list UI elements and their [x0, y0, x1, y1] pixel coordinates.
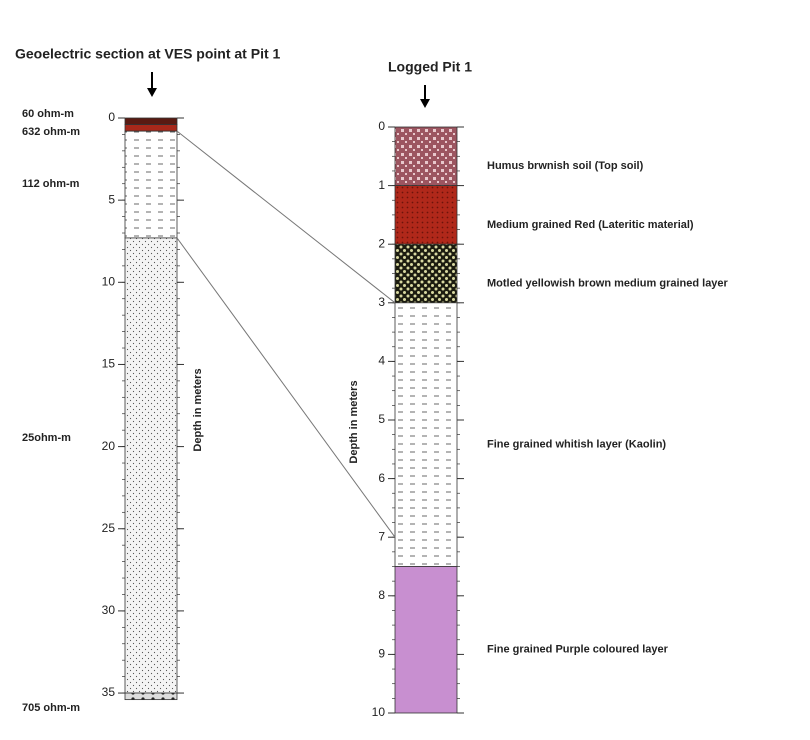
connection	[176, 237, 396, 538]
tick-label: 4	[378, 354, 385, 368]
layer-label: 60 ohm-m	[22, 108, 74, 120]
tick-label: 10	[372, 705, 386, 719]
tick-label: 9	[378, 647, 385, 661]
connection	[176, 130, 396, 304]
tick-label: 35	[102, 685, 116, 699]
layer	[124, 124, 178, 132]
left-title: Geoelectric section at VES point at Pit …	[15, 46, 281, 62]
layer-label: Humus brwnish soil (Top soil)	[487, 160, 644, 172]
layer	[124, 692, 178, 701]
tick-label: 2	[378, 236, 385, 250]
tick-label: 6	[378, 471, 385, 485]
tick-label: 10	[102, 274, 116, 288]
layer	[394, 243, 458, 304]
layer-label: 25ohm-m	[22, 432, 71, 444]
tick-label: 15	[102, 357, 116, 371]
arrow-head	[420, 99, 430, 108]
layer	[394, 126, 458, 186]
layer-label: 705 ohm-m	[22, 702, 80, 714]
tick-label: 0	[108, 110, 115, 124]
layer-label: Medium grained Red (Lateritic material)	[487, 219, 694, 231]
right-title: Logged Pit 1	[388, 59, 472, 75]
layer	[124, 130, 178, 239]
tick-label: 3	[378, 295, 385, 309]
layer-label: 112 ohm-m	[22, 178, 80, 190]
tick-label: 1	[378, 178, 385, 192]
tick-label: 8	[378, 588, 385, 602]
tick-label: 5	[378, 412, 385, 426]
layer	[124, 117, 178, 125]
layer	[124, 237, 178, 694]
layer-label: 632 ohm-m	[22, 126, 80, 138]
left-axis-label: Depth in meters	[192, 368, 204, 451]
layer	[394, 185, 458, 245]
tick-label: 20	[102, 439, 116, 453]
tick-label: 30	[102, 603, 116, 617]
right-axis-label: Depth in meters	[348, 380, 360, 463]
tick-label: 0	[378, 119, 385, 133]
layer-label: Fine grained Purple coloured layer	[487, 644, 669, 656]
tick-label: 5	[108, 192, 115, 206]
layer-label: Motled yellowish brown medium grained la…	[487, 277, 729, 289]
tick-label: 7	[378, 529, 385, 543]
arrow-head	[147, 88, 157, 97]
tick-label: 25	[102, 521, 116, 535]
layer	[394, 302, 458, 567]
layer-label: Fine grained whitish layer (Kaolin)	[487, 439, 666, 451]
layer	[394, 566, 458, 714]
